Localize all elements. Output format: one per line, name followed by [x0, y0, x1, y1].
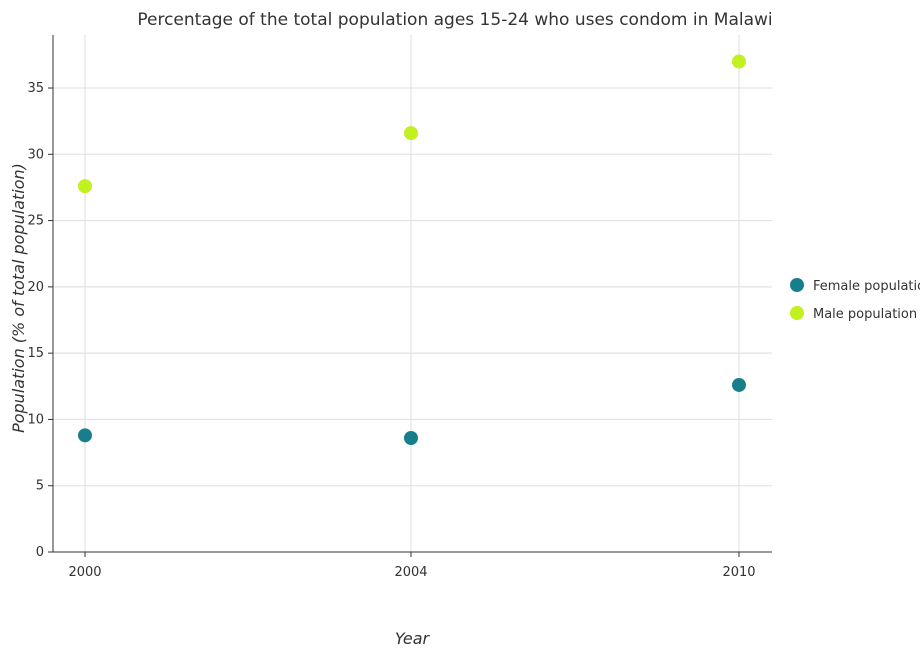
grid-lines — [53, 35, 772, 553]
data-points — [78, 54, 746, 445]
x-axis-label: Year — [395, 629, 431, 648]
male-point-2010 — [732, 54, 746, 69]
y-tick-label: 5 — [36, 479, 44, 494]
y-tick-label: 10 — [27, 412, 44, 427]
y-tick-label: 15 — [27, 346, 44, 361]
x-tick-labels: 2000 2004 2010 — [68, 552, 756, 580]
y-tick-label: 0 — [36, 545, 44, 560]
female-point-2000 — [78, 428, 92, 443]
y-tick-label: 20 — [27, 280, 44, 295]
y-tick-label: 35 — [27, 81, 44, 96]
legend: Female population Male population — [790, 278, 920, 322]
legend-marker-female — [790, 278, 804, 292]
female-point-2004 — [404, 430, 418, 445]
y-tick-labels: 0 5 10 15 20 25 30 35 — [27, 81, 53, 560]
x-tick-label: 2004 — [394, 565, 427, 580]
chart-title: Percentage of the total population ages … — [137, 10, 772, 30]
y-tick-label: 25 — [27, 214, 44, 229]
legend-label-female: Female population — [813, 279, 920, 294]
y-axis-label: Population (% of total population) — [9, 163, 28, 433]
male-point-2004 — [404, 126, 418, 141]
legend-label-male: Male population — [813, 307, 917, 322]
x-tick-label: 2010 — [722, 565, 755, 580]
x-tick-label: 2000 — [68, 565, 101, 580]
legend-marker-male — [790, 306, 804, 320]
axes — [52, 35, 772, 553]
female-point-2010 — [732, 377, 746, 392]
y-tick-label: 30 — [27, 147, 44, 162]
male-point-2000 — [78, 179, 92, 194]
